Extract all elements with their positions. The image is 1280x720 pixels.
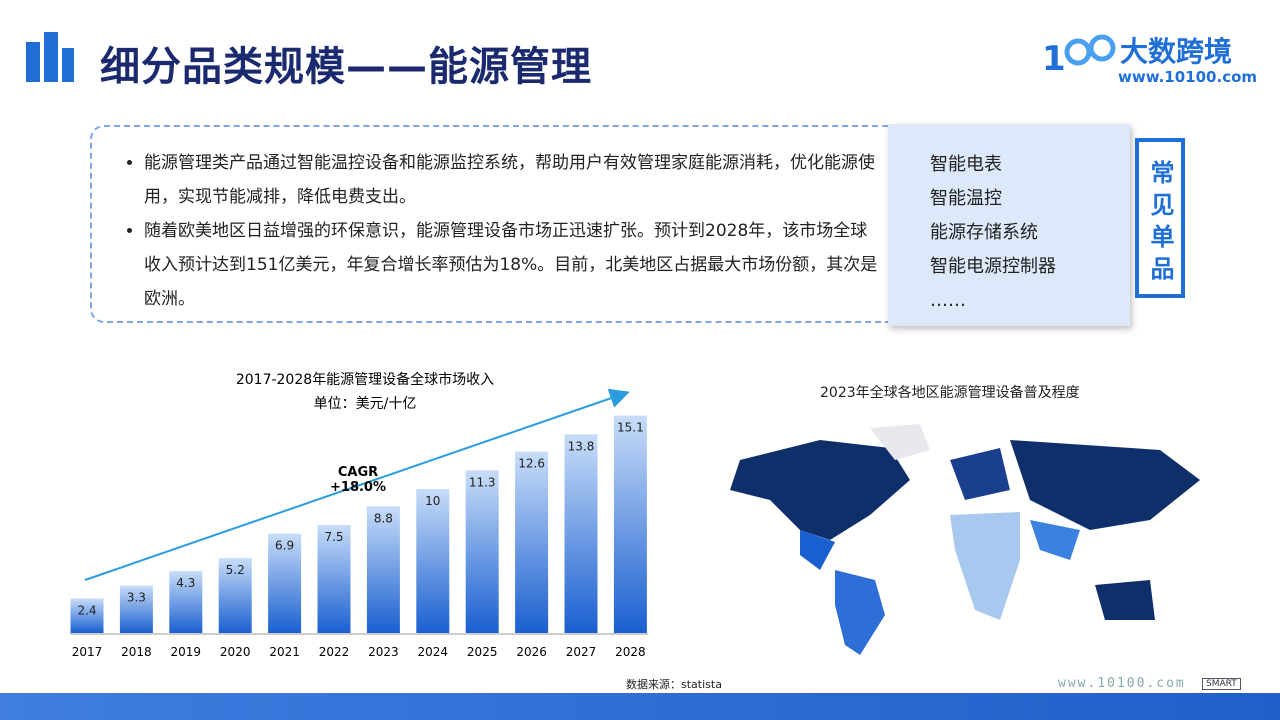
bar [613,415,647,633]
trend-arrow [84,388,630,581]
value-label: 4.3 [176,576,195,590]
x-tick-label: 2028 [615,645,646,659]
label-strip [1135,138,1185,298]
bar [416,489,450,633]
x-tick-label: 2017 [72,645,103,659]
bar [119,585,153,633]
value-label: 7.5 [324,530,343,544]
chart: 2017-2028年能源管理设备全球市场收入 单位：美元/十亿 CAGR +18… [70,371,648,659]
badge: SMART [1202,678,1241,690]
annotation: CAGR [338,465,378,480]
bar [366,506,400,633]
product-list: 智能电表 智能温控 能源存储系统 智能电源控制器 …… [930,148,1056,318]
source: 数据来源：statista [626,678,722,691]
map-region [870,424,930,460]
x-tick-label: 2021 [269,645,300,659]
chart-title: 2017-2028年能源管理设备全球市场收入 [236,371,494,388]
bar [564,434,598,633]
bar [515,451,549,633]
product: 能源存储系统 [930,222,1038,243]
bar [465,470,499,633]
map-region [950,448,1010,500]
bar [70,598,104,633]
x-tick-label: 2025 [467,645,498,659]
product: 智能温控 [930,188,1002,209]
annotation: +18.0% [330,480,386,495]
x-tick-label: 2023 [368,645,399,659]
value-label: 6.9 [275,539,294,553]
logo-icon [26,32,74,82]
x-tick-label: 2026 [516,645,547,659]
map-region [1010,440,1200,530]
bar [169,571,203,633]
map-region [800,530,835,570]
chart-subtitle: 单位：美元/十亿 [314,396,417,412]
bottom-band [0,693,1280,720]
product: 智能电源控制器 [930,256,1056,277]
value-label: 12.6 [518,457,545,471]
value-label: 5.2 [226,563,245,577]
map-title: 2023年全球各地区能源管理设备普及程度 [820,385,1080,401]
value-label: 13.8 [568,439,595,453]
bullets: 能源管理类产品通过智能温控设备和能源监控系统，帮助用户有效管理家庭能源消耗，优化… [122,146,884,316]
x-tick-label: 2022 [319,645,350,659]
product: …… [930,290,966,311]
map-region [835,570,885,655]
product-panel [888,124,1130,326]
map-region [1095,580,1155,620]
value-label: 2.4 [77,603,96,617]
watermark: www.10100.com [1058,676,1186,691]
x-tick-label: 2018 [121,645,152,659]
bullet: 能源管理类产品通过智能温控设备和能源监控系统，帮助用户有效管理家庭能源消耗，优化… [144,146,884,214]
bar [218,558,252,633]
site: www.10100.com [1118,68,1258,86]
title: 细分品类规模——能源管理 [100,44,592,90]
product: 智能电表 [930,154,1002,175]
value-label: 11.3 [469,475,496,489]
value-label: 10 [425,494,440,508]
product-label: 常见单品 [1146,160,1174,288]
map-region [1030,520,1080,560]
value-label: 8.8 [374,511,393,525]
x-tick-label: 2019 [171,645,202,659]
bar [317,525,351,633]
bar [268,533,302,633]
svg-text:1: 1 [1042,39,1066,79]
value-label: 15.1 [617,421,644,435]
value-label: 3.3 [127,590,146,604]
x-tick-label: 2020 [220,645,251,659]
map-region [730,440,910,540]
map-region [950,512,1020,620]
bullet: 随着欧美地区日益增强的环保意识，能源管理设备市场正迅速扩张。预计到2028年，该… [144,214,884,316]
x-tick-label: 2027 [566,645,597,659]
x-tick-label: 2024 [418,645,449,659]
brand: 大数跨境 [1120,35,1233,68]
brand-logo: 1 [1042,34,1116,79]
world-map [730,424,1200,655]
